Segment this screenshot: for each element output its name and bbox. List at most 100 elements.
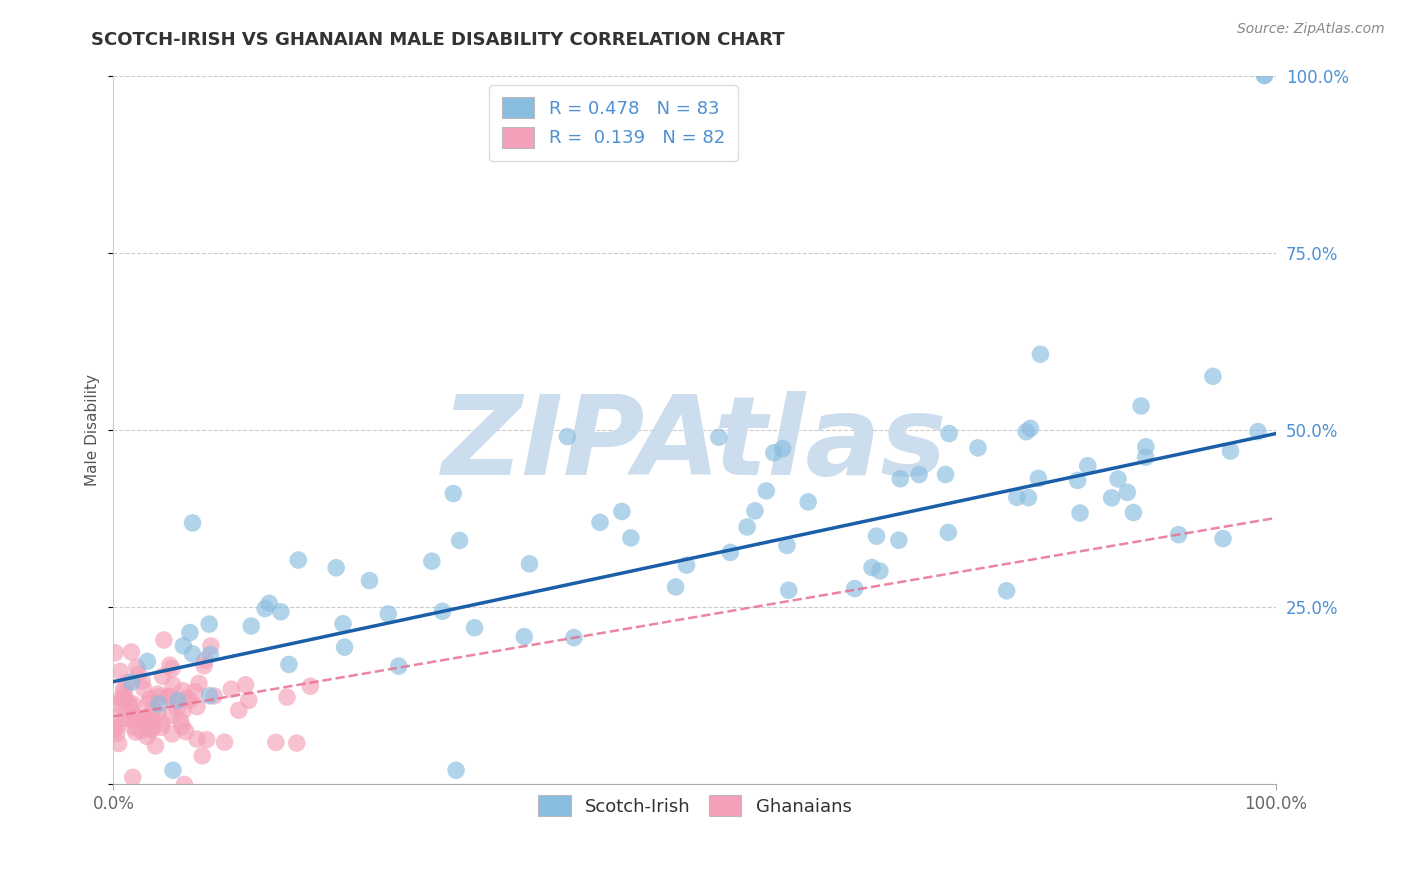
Point xyxy=(278,657,301,672)
Point xyxy=(202,689,225,703)
Point xyxy=(228,703,250,717)
Point xyxy=(214,735,236,749)
Point xyxy=(1019,421,1042,435)
Point xyxy=(388,659,411,673)
Point xyxy=(139,692,162,706)
Point xyxy=(938,426,960,441)
Point xyxy=(200,648,222,662)
Point xyxy=(122,720,145,734)
Point xyxy=(200,639,222,653)
Point xyxy=(377,607,399,621)
Point xyxy=(1005,491,1028,505)
Point xyxy=(112,686,135,700)
Point xyxy=(142,703,165,717)
Point xyxy=(162,678,184,692)
Point xyxy=(235,678,257,692)
Point xyxy=(198,689,221,703)
Point xyxy=(136,730,159,744)
Point xyxy=(967,441,990,455)
Point xyxy=(191,748,214,763)
Point xyxy=(1029,347,1052,361)
Point xyxy=(1069,506,1091,520)
Point xyxy=(1015,425,1038,439)
Point xyxy=(778,583,800,598)
Point xyxy=(264,735,287,749)
Point xyxy=(145,739,167,753)
Point xyxy=(270,605,292,619)
Point xyxy=(114,711,136,725)
Point xyxy=(107,737,129,751)
Point xyxy=(160,662,183,676)
Point xyxy=(333,640,356,654)
Point xyxy=(153,632,176,647)
Point xyxy=(172,703,194,717)
Point xyxy=(152,669,174,683)
Point xyxy=(179,625,201,640)
Point xyxy=(117,675,139,690)
Point xyxy=(441,486,464,500)
Point xyxy=(1202,369,1225,384)
Point xyxy=(1017,491,1039,505)
Point xyxy=(160,727,183,741)
Point xyxy=(134,711,156,725)
Point xyxy=(121,705,143,719)
Point xyxy=(115,693,138,707)
Point xyxy=(1116,485,1139,500)
Point xyxy=(103,722,125,736)
Point xyxy=(110,691,132,706)
Point xyxy=(665,580,688,594)
Point xyxy=(744,504,766,518)
Point xyxy=(125,660,148,674)
Point xyxy=(134,714,156,729)
Point xyxy=(257,596,280,610)
Point xyxy=(141,723,163,737)
Point xyxy=(762,446,785,460)
Point xyxy=(146,687,169,701)
Point xyxy=(238,693,260,707)
Point xyxy=(120,645,142,659)
Y-axis label: Male Disability: Male Disability xyxy=(86,374,100,486)
Point xyxy=(1077,458,1099,473)
Point xyxy=(107,698,129,712)
Point xyxy=(1028,471,1050,485)
Point xyxy=(124,709,146,723)
Point xyxy=(936,525,959,540)
Point xyxy=(463,621,485,635)
Point xyxy=(121,770,143,784)
Point xyxy=(104,709,127,723)
Point xyxy=(172,683,194,698)
Point xyxy=(169,714,191,728)
Point xyxy=(432,604,454,618)
Point xyxy=(562,631,585,645)
Point xyxy=(221,682,243,697)
Point xyxy=(332,616,354,631)
Point xyxy=(359,574,381,588)
Point xyxy=(869,564,891,578)
Point xyxy=(146,705,169,719)
Point xyxy=(1101,491,1123,505)
Point xyxy=(934,467,956,482)
Point xyxy=(299,679,322,693)
Point xyxy=(718,545,741,559)
Point xyxy=(141,714,163,728)
Point xyxy=(148,697,170,711)
Text: Source: ZipAtlas.com: Source: ZipAtlas.com xyxy=(1237,22,1385,37)
Point xyxy=(160,708,183,723)
Point xyxy=(181,516,204,530)
Point xyxy=(195,732,218,747)
Point xyxy=(1135,440,1157,454)
Point xyxy=(755,483,778,498)
Point xyxy=(198,617,221,632)
Point xyxy=(179,693,201,707)
Point xyxy=(150,716,173,731)
Point xyxy=(127,667,149,681)
Point xyxy=(1107,472,1129,486)
Point xyxy=(184,684,207,698)
Point xyxy=(173,777,195,791)
Point xyxy=(136,655,159,669)
Point xyxy=(135,715,157,730)
Point xyxy=(889,472,911,486)
Point xyxy=(108,665,131,679)
Point xyxy=(162,764,184,778)
Point xyxy=(112,681,135,696)
